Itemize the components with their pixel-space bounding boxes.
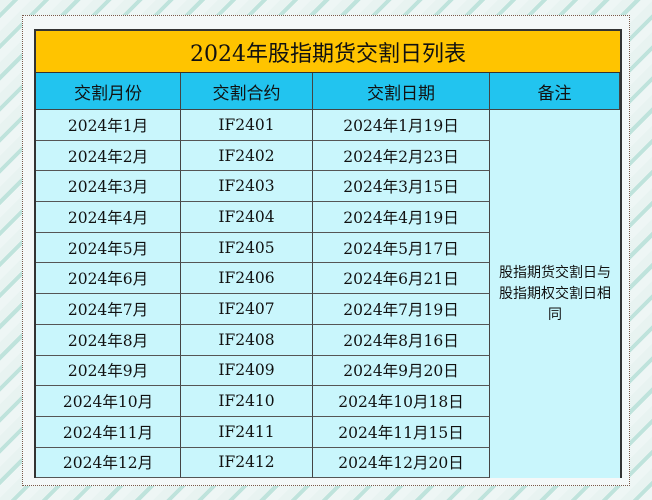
- date-cell: 2024年5月17日: [313, 232, 490, 264]
- month-cell: 2024年7月: [36, 294, 181, 325]
- month-cell: 2024年2月: [36, 140, 181, 172]
- contract-cell: IF2401: [181, 110, 313, 141]
- contract-cell: IF2407: [181, 294, 313, 325]
- contract-cell: IF2405: [181, 232, 313, 264]
- date-cell: 2024年4月19日: [313, 202, 490, 233]
- date-cell: 2024年6月21日: [313, 263, 490, 295]
- month-cell: 2024年12月: [36, 447, 181, 479]
- month-cell: 2024年11月: [36, 416, 181, 448]
- date-cell: 2024年8月16日: [313, 324, 490, 356]
- month-cell: 2024年6月: [36, 263, 181, 295]
- contract-cell: IF2404: [181, 202, 313, 233]
- delivery-date-table: 2024年股指期货交割日列表 交割月份 交割合约 交割日期 备注 2024年1月…: [34, 29, 622, 479]
- date-cell: 2024年2月23日: [313, 140, 490, 172]
- date-cell: 2024年11月15日: [313, 416, 490, 448]
- date-cell: 2024年10月18日: [313, 386, 490, 417]
- contract-cell: IF2406: [181, 263, 313, 295]
- contract-cell: IF2408: [181, 324, 313, 356]
- month-cell: 2024年8月: [36, 324, 181, 356]
- contract-cell: IF2411: [181, 416, 313, 448]
- contract-cell: IF2409: [181, 355, 313, 387]
- contract-cell: IF2412: [181, 447, 313, 479]
- date-cell: 2024年3月15日: [313, 171, 490, 203]
- table-grid: 交割月份 交割合约 交割日期 备注 2024年1月 IF2401 2024年1月19…: [36, 73, 620, 479]
- date-cell: 2024年12月20日: [313, 447, 490, 479]
- date-cell: 2024年1月19日: [313, 110, 490, 141]
- contract-cell: IF2410: [181, 386, 313, 417]
- header-date: 交割日期: [313, 73, 490, 110]
- month-cell: 2024年4月: [36, 202, 181, 233]
- date-cell: 2024年9月20日: [313, 355, 490, 387]
- note-cell: 股指期货交割日与股指期权交割日相同: [490, 110, 620, 479]
- month-cell: 2024年1月: [36, 110, 181, 141]
- month-cell: 2024年9月: [36, 355, 181, 387]
- contract-cell: IF2403: [181, 171, 313, 203]
- month-cell: 2024年10月: [36, 386, 181, 417]
- date-cell: 2024年7月19日: [313, 294, 490, 325]
- header-month: 交割月份: [36, 73, 181, 110]
- table-title: 2024年股指期货交割日列表: [36, 31, 620, 73]
- header-note: 备注: [490, 73, 620, 110]
- contract-cell: IF2402: [181, 140, 313, 172]
- month-cell: 2024年3月: [36, 171, 181, 203]
- month-cell: 2024年5月: [36, 232, 181, 264]
- header-contract: 交割合约: [181, 73, 313, 110]
